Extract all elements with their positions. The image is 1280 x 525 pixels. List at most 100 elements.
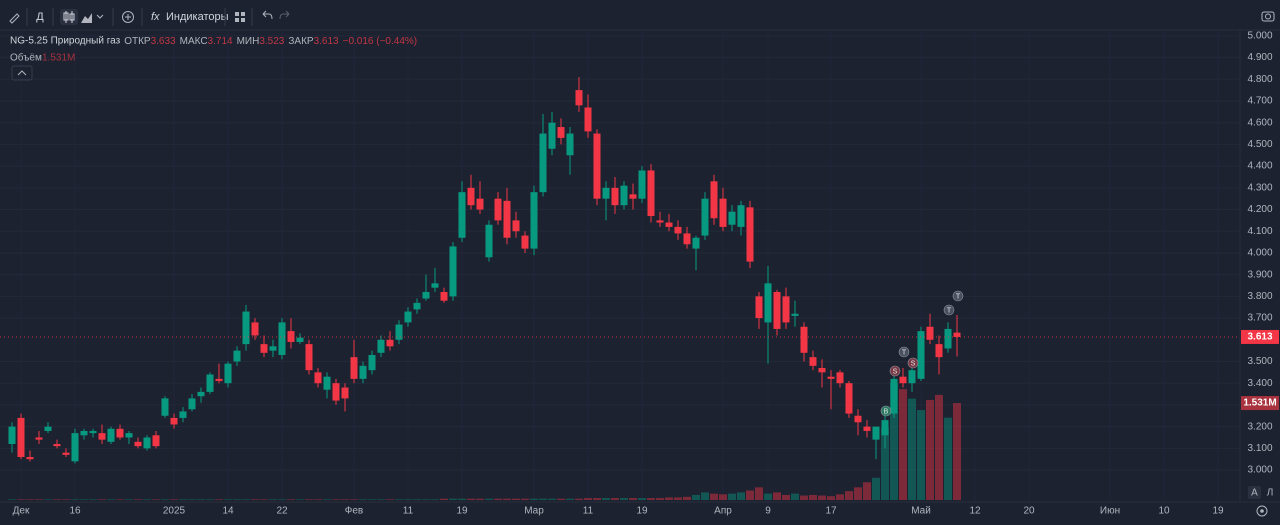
trade-marker-label: T: [902, 349, 907, 356]
volume-bar: [422, 499, 430, 500]
y-tick-label: 4.300: [1247, 182, 1272, 193]
volume-bar: [107, 499, 115, 500]
candle-body: [53, 443, 61, 447]
candle-body: [845, 383, 853, 414]
indicators-button[interactable]: Индикаторы: [166, 11, 229, 23]
candle-body: [584, 107, 592, 132]
y-tick-label: 4.000: [1247, 248, 1272, 259]
volume-bar: [629, 498, 637, 500]
volume-bar: [944, 417, 952, 500]
log-scale-label[interactable]: Л: [1267, 488, 1274, 499]
compare-button[interactable]: [122, 11, 134, 23]
volume-bar: [431, 499, 439, 500]
y-tick-label: 3.000: [1247, 465, 1272, 476]
settings-button[interactable]: [1256, 505, 1268, 517]
candle-body: [521, 235, 529, 249]
volume-bar: [467, 498, 475, 500]
trade-marker: [943, 304, 955, 316]
y-tick-label: 5.000: [1247, 30, 1272, 41]
volume-bar: [161, 499, 169, 500]
legend-high-label: МАКС: [180, 36, 208, 47]
candles-icon: [63, 11, 75, 23]
candle-body: [323, 376, 331, 390]
volume-bar: [908, 398, 916, 500]
y-tick-label: 3.400: [1247, 378, 1272, 389]
candle-body: [683, 233, 691, 245]
collapse-icon: [17, 70, 27, 76]
candle-body: [935, 344, 943, 358]
candle-body: [620, 185, 628, 206]
volume-bar: [278, 499, 286, 500]
auto-scale-label: A: [1251, 488, 1258, 499]
fx-icon[interactable]: fx: [151, 11, 160, 23]
undo-button[interactable]: [262, 10, 273, 20]
candle-body: [251, 322, 259, 336]
x-tick-label: Дек: [13, 506, 30, 517]
volume-bar: [359, 499, 367, 500]
candle-body: [296, 337, 304, 342]
volume-bar: [251, 499, 259, 500]
volume-bar: [386, 499, 394, 500]
y-tick-label: 3.100: [1247, 443, 1272, 454]
volume-bar: [116, 499, 124, 500]
trade-marker: [898, 346, 910, 358]
x-tick-label: 19: [636, 506, 648, 517]
candle-body: [314, 372, 322, 384]
candle-body: [890, 378, 898, 414]
area-icon[interactable]: [81, 13, 92, 23]
candle-body: [530, 192, 538, 249]
snapshot-button[interactable]: [1261, 11, 1275, 22]
candle-body: [710, 181, 718, 219]
candle-body: [71, 433, 79, 462]
volume-bar: [134, 499, 142, 500]
candle-body: [854, 415, 862, 423]
candle-body: [674, 226, 682, 234]
draw-icon[interactable]: [9, 13, 20, 24]
legend: NG-5.25 Природный газ ОТКР3.633 МАКС3.714…: [10, 36, 417, 81]
volume-bar: [827, 496, 835, 500]
volume-bar: [746, 490, 754, 500]
volume-bar: [899, 389, 907, 500]
volume-bar: [836, 494, 844, 500]
auto-scale-button[interactable]: [1248, 486, 1261, 499]
y-tick-label: 4.800: [1247, 74, 1272, 85]
volume-bar: [881, 427, 889, 500]
candle-body: [269, 346, 277, 351]
x-tick-label: 19: [456, 506, 468, 517]
candle-body: [305, 344, 313, 371]
layouts-button[interactable]: [235, 12, 245, 22]
candle-body: [422, 292, 430, 299]
x-tick-label: 11: [583, 506, 594, 517]
volume-bar: [404, 499, 412, 500]
legend-close-label: ЗАКР: [288, 36, 314, 47]
x-tick-label: 9: [765, 506, 771, 517]
candles-button[interactable]: [60, 9, 78, 25]
candle-body: [26, 457, 34, 460]
interval-button[interactable]: Д: [36, 11, 44, 23]
candle-body: [188, 398, 196, 410]
volume-bar: [764, 493, 772, 500]
dropdown-icon[interactable]: [96, 14, 104, 19]
y-tick-label: 3.700: [1247, 313, 1272, 324]
volume-bar: [602, 498, 610, 500]
x-tick-label: 2025: [163, 506, 186, 517]
volume-bar: [638, 498, 646, 500]
candle-body: [881, 420, 889, 436]
volume-bar: [935, 394, 943, 500]
volume-bar: [332, 499, 340, 500]
volume-bar: [89, 499, 97, 500]
candle-body: [170, 417, 178, 425]
y-tick-label: 4.500: [1247, 139, 1272, 150]
candle-body: [773, 292, 781, 329]
volume-bar: [539, 498, 547, 500]
volume-bar: [854, 487, 862, 500]
collapse-button[interactable]: [11, 65, 33, 81]
y-tick-label: 3.800: [1247, 291, 1272, 302]
x-tick-label: 16: [69, 506, 81, 517]
candle-body: [377, 339, 385, 353]
redo-button[interactable]: [279, 10, 290, 20]
compare-icon: [125, 14, 131, 20]
candle-body: [278, 322, 286, 355]
candle-body: [197, 391, 205, 397]
volume-bar: [755, 487, 763, 500]
